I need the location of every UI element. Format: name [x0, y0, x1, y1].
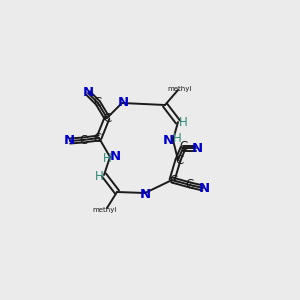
Text: H: H	[94, 169, 103, 182]
Text: C: C	[185, 178, 193, 191]
Text: N: N	[140, 188, 151, 200]
Text: H: H	[178, 116, 188, 128]
Text: H: H	[103, 152, 111, 164]
Text: C: C	[169, 173, 177, 187]
Text: methyl: methyl	[93, 207, 117, 213]
Text: C: C	[179, 140, 187, 154]
Text: C: C	[94, 131, 102, 145]
Text: methyl: methyl	[168, 86, 192, 92]
Text: N: N	[162, 134, 174, 146]
Text: N: N	[198, 182, 210, 194]
Text: C: C	[103, 112, 111, 124]
Text: C: C	[80, 134, 88, 146]
Text: N: N	[110, 151, 121, 164]
Text: C: C	[94, 97, 102, 110]
Text: N: N	[191, 142, 203, 155]
Text: N: N	[82, 85, 94, 98]
Text: N: N	[63, 134, 75, 148]
Text: C: C	[175, 154, 183, 166]
Text: N: N	[117, 95, 129, 109]
Text: H: H	[172, 133, 182, 146]
